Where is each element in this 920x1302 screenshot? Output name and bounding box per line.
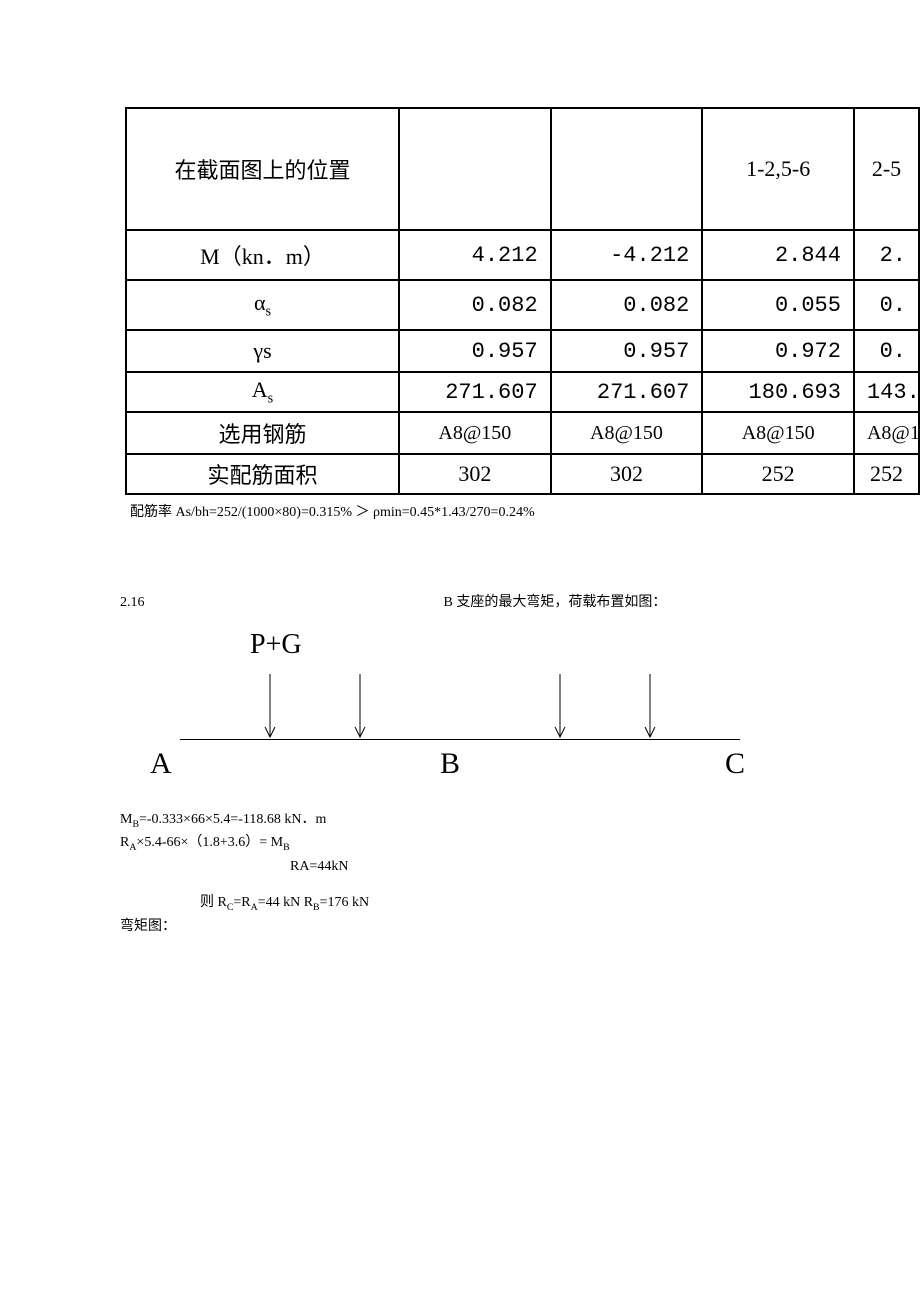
table-row: 实配筋面积 302 302 252 252 — [126, 454, 919, 494]
header-c2 — [551, 108, 703, 230]
m-2: -4.212 — [551, 230, 703, 280]
table-row: γs 0.957 0.957 0.972 0. — [126, 330, 919, 372]
m-label: M（kn．m） — [126, 230, 399, 280]
as-pre: A — [252, 377, 268, 402]
eq2-sub2: B — [283, 842, 290, 853]
alpha-label: αs — [126, 280, 399, 330]
area-3: 252 — [702, 454, 854, 494]
area-label: 实配筋面积 — [126, 454, 399, 494]
gamma-3: 0.972 — [702, 330, 854, 372]
table-row: αs 0.082 0.082 0.055 0. — [126, 280, 919, 330]
header-c1 — [399, 108, 551, 230]
calc-table: 在截面图上的位置 1-2,5-6 2-5 M（kn．m） 4.212 -4.21… — [125, 107, 920, 495]
section-line: 2.16 B 支座的最大弯矩，荷载布置如图： — [120, 591, 920, 611]
table-row: 在截面图上的位置 1-2,5-6 2-5 — [126, 108, 919, 230]
label-a: A — [150, 747, 172, 781]
eq4-s2: A — [251, 902, 258, 913]
steel-4: A8@15 — [854, 412, 919, 454]
gamma-4: 0. — [854, 330, 919, 372]
eq-line-3: RA=44kN — [120, 856, 920, 878]
steel-1: A8@150 — [399, 412, 551, 454]
area-4: 252 — [854, 454, 919, 494]
eq-line-1: MB=-0.333×66×5.4=-118.68 kN．m — [120, 809, 920, 832]
m-1: 4.212 — [399, 230, 551, 280]
steel-3: A8@150 — [702, 412, 854, 454]
eq4-m2: =44 kN R — [258, 895, 313, 910]
label-b: B — [440, 747, 460, 781]
as-label: As — [126, 372, 399, 412]
m-3: 2.844 — [702, 230, 854, 280]
equations: MB=-0.333×66×5.4=-118.68 kN．m RA×5.4-66×… — [120, 809, 920, 938]
header-pos: 在截面图上的位置 — [126, 108, 399, 230]
section-desc: B 支座的最大弯矩，荷载布置如图： — [444, 595, 667, 610]
table-row: As 271.607 271.607 180.693 143. — [126, 372, 919, 412]
eq4-pre: 则 R — [200, 895, 227, 910]
eq4-post: =176 kN — [320, 895, 370, 910]
as-3: 180.693 — [702, 372, 854, 412]
eq-line-2: RA×5.4-66×（1.8+3.6）= MB — [120, 832, 920, 855]
page: 在截面图上的位置 1-2,5-6 2-5 M（kn．m） 4.212 -4.21… — [0, 107, 920, 938]
gamma-1: 0.957 — [399, 330, 551, 372]
gamma-label: γs — [126, 330, 399, 372]
table-row: M（kn．m） 4.212 -4.212 2.844 2. — [126, 230, 919, 280]
table-row: 选用钢筋 A8@150 A8@150 A8@150 A8@15 — [126, 412, 919, 454]
area-1: 302 — [399, 454, 551, 494]
steel-label: 选用钢筋 — [126, 412, 399, 454]
eq-gap — [120, 878, 920, 892]
header-c3: 1-2,5-6 — [702, 108, 854, 230]
eq-line-5: 弯矩图： — [120, 916, 920, 938]
as-2: 271.607 — [551, 372, 703, 412]
alpha-1: 0.082 — [399, 280, 551, 330]
as-sub: s — [268, 390, 274, 406]
beam-line — [180, 739, 740, 740]
eq1-post: =-0.333×66×5.4=-118.68 kN．m — [139, 812, 326, 827]
label-c: C — [725, 747, 745, 781]
header-c4: 2-5 — [854, 108, 919, 230]
alpha-pre: α — [254, 290, 266, 315]
ratio-note: 配筋率 As/bh=252/(1000×80)=0.315% ＞ ρmin=0.… — [130, 501, 920, 521]
beam-diagram: P+G A B C — [150, 629, 770, 799]
as-4: 143. — [854, 372, 919, 412]
eq2-pre: R — [120, 835, 129, 850]
alpha-sub: s — [265, 303, 271, 319]
alpha-3: 0.055 — [702, 280, 854, 330]
section-num: 2.16 — [120, 595, 440, 611]
eq4-m1: =R — [233, 895, 250, 910]
area-2: 302 — [551, 454, 703, 494]
gamma-2: 0.957 — [551, 330, 703, 372]
steel-2: A8@150 — [551, 412, 703, 454]
eq-line-4: 则 RC=RA=44 kN RB=176 kN — [120, 892, 920, 915]
eq1-pre: M — [120, 812, 132, 827]
as-1: 271.607 — [399, 372, 551, 412]
eq2-post: ×5.4-66×（1.8+3.6）= M — [136, 835, 283, 850]
m-4: 2. — [854, 230, 919, 280]
alpha-4: 0. — [854, 280, 919, 330]
alpha-2: 0.082 — [551, 280, 703, 330]
